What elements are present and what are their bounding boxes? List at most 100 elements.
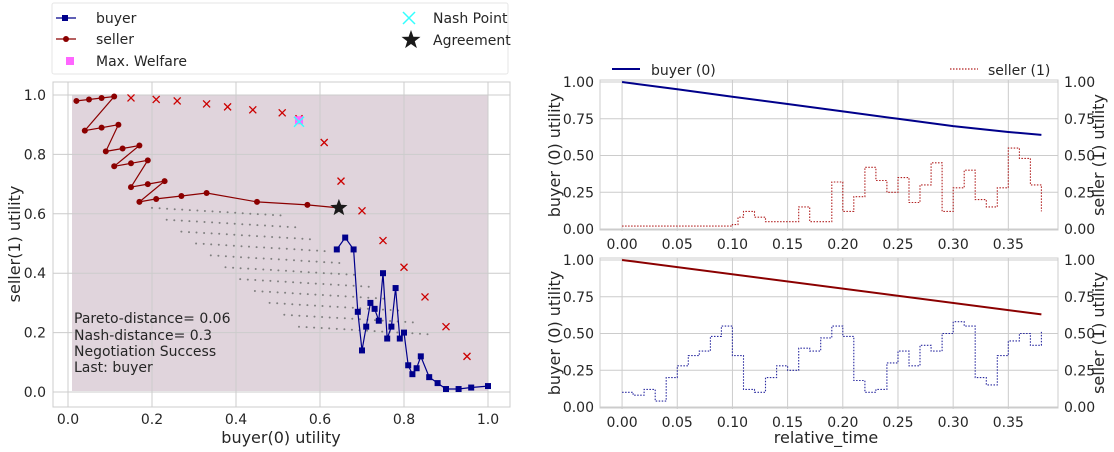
pareto-point bbox=[320, 138, 329, 147]
buyer-offer-point bbox=[363, 323, 370, 330]
outcome-x-ticks: 0.0 0.2 0.4 0.6 0.8 1.0 bbox=[57, 412, 499, 428]
outcome-dot bbox=[321, 316, 324, 318]
outcome-y-tick: 0.0 bbox=[24, 385, 46, 401]
outcome-dot bbox=[291, 303, 294, 306]
outcome-dot bbox=[277, 269, 280, 272]
outcome-x-tick: 0.2 bbox=[141, 412, 163, 428]
outcome-dot bbox=[211, 221, 214, 224]
legend-nash-marker bbox=[402, 11, 416, 25]
p2-series-0 bbox=[621, 81, 1042, 136]
outcome-dot bbox=[188, 231, 190, 234]
seller-offer-point bbox=[203, 190, 210, 197]
outcome-dot bbox=[224, 255, 227, 258]
outcome-x-tick: 0.0 bbox=[57, 412, 79, 428]
negotiation-status-label: Negotiation Success bbox=[74, 344, 216, 360]
outcome-dot bbox=[300, 248, 303, 251]
outcome-dot bbox=[262, 257, 265, 260]
p3-y-tick-left: 0.25 bbox=[563, 363, 594, 379]
outcome-dot bbox=[255, 257, 258, 260]
outcome-dot bbox=[210, 232, 213, 235]
outcome-space-panel: 0.0 0.2 0.4 0.6 0.8 1.0 0.0 0.2 0.4 0.6 0.8 1.0 bu… bbox=[5, 81, 511, 447]
outcome-x-tick: 0.6 bbox=[309, 412, 331, 428]
seller-offer-point bbox=[161, 178, 168, 185]
outcome-dot bbox=[337, 294, 340, 297]
p3-series-1 bbox=[622, 321, 1042, 402]
buyer-offer-point bbox=[455, 386, 462, 393]
outcome-dot bbox=[358, 318, 361, 321]
outcome-dot bbox=[419, 332, 421, 335]
outcome-dot bbox=[313, 326, 316, 329]
outcome-dot bbox=[308, 260, 311, 263]
outcome-dot bbox=[315, 271, 318, 274]
seller-offers-time-panel: 0.00 0.25 0.50 0.75 1.00 0.00 0.25 0.50 0.75 1.0… bbox=[545, 63, 1108, 253]
outcome-dot bbox=[350, 328, 353, 331]
p3-x-tick: 0.35 bbox=[993, 415, 1024, 431]
buyer-offers-time-panel: 0.00 0.25 0.50 0.75 1.00 0.00 0.25 0.50 0.75 1.0… bbox=[545, 253, 1108, 448]
outcome-dot bbox=[158, 207, 161, 210]
outcome-dot bbox=[151, 206, 153, 209]
top-grid bbox=[600, 80, 1058, 231]
outcome-dot bbox=[173, 208, 176, 211]
p3-x-tick: 0.30 bbox=[938, 415, 969, 431]
outcome-dot bbox=[284, 280, 287, 283]
outcome-dot bbox=[336, 316, 339, 319]
bottom-x-axis-label: relative_time bbox=[774, 428, 879, 448]
outcome-dot bbox=[322, 283, 325, 285]
outcome-legend: buyer seller Max. Welfare Nash Point Agr… bbox=[51, 2, 511, 75]
p3-x-tick: 0.00 bbox=[606, 415, 637, 431]
outcome-dot bbox=[366, 307, 369, 310]
seller-offer-point bbox=[111, 93, 118, 100]
pareto-point bbox=[278, 108, 287, 117]
legend-welfare-marker bbox=[66, 57, 74, 65]
outcome-dot bbox=[261, 290, 264, 293]
outcome-dot bbox=[210, 243, 213, 246]
outcome-dot bbox=[352, 295, 355, 298]
outcome-dot bbox=[173, 219, 176, 222]
outcome-y-tick: 0.4 bbox=[24, 266, 46, 282]
top-y-axis-label-left: buyer (0) utility bbox=[545, 93, 564, 218]
outcome-dot bbox=[374, 297, 377, 300]
outcome-dot bbox=[263, 246, 266, 249]
outcome-y-tick: 1.0 bbox=[24, 88, 46, 104]
buyer-offer-point bbox=[443, 386, 449, 393]
outcome-dot bbox=[290, 314, 293, 317]
outcome-dot bbox=[283, 313, 286, 316]
outcome-dot bbox=[360, 285, 363, 288]
seller-offer-point bbox=[128, 184, 134, 191]
outcome-dot bbox=[285, 247, 288, 250]
outcome-dot bbox=[279, 214, 282, 217]
p2-x-tick: 0.35 bbox=[993, 237, 1024, 253]
outcome-dot bbox=[255, 246, 258, 249]
outcome-dot bbox=[306, 315, 308, 318]
outcome-dot bbox=[232, 255, 235, 258]
top-series bbox=[621, 81, 1042, 227]
outcome-dot bbox=[314, 293, 317, 296]
outcome-dot bbox=[218, 232, 221, 235]
pareto-distance-label: Pareto-distance= 0.06 bbox=[74, 311, 231, 327]
outcome-dot bbox=[209, 254, 212, 257]
p3-y-tick-left: 0.50 bbox=[563, 327, 594, 343]
seller-offer-point bbox=[153, 195, 160, 202]
outcome-dot bbox=[345, 284, 347, 287]
outcome-dot bbox=[299, 281, 302, 284]
outcome-dot bbox=[219, 210, 221, 213]
legend-box bbox=[51, 2, 509, 75]
pareto-point bbox=[358, 206, 366, 215]
bottom-x-ticks: 0.00 0.05 0.10 0.15 0.20 0.25 0.30 0.35 bbox=[606, 415, 1023, 431]
p2-series-1 bbox=[622, 147, 1042, 227]
outcome-dot bbox=[225, 244, 228, 247]
outcome-dot bbox=[329, 294, 332, 297]
legend-seller-1-label: seller (1) bbox=[988, 63, 1050, 79]
outcome-dot bbox=[217, 243, 220, 246]
p3-y-tick-left: 1.00 bbox=[563, 253, 594, 269]
buyer-offer-point bbox=[426, 374, 433, 381]
p2-y-tick-right: 0.50 bbox=[1064, 149, 1095, 165]
outcome-dot bbox=[366, 329, 368, 332]
outcome-dot bbox=[239, 267, 242, 270]
bottom-y-ticks-left: 0.00 0.25 0.50 0.75 1.00 bbox=[563, 253, 594, 416]
outcome-y-tick: 0.8 bbox=[24, 147, 46, 163]
outcome-dot bbox=[293, 237, 296, 240]
outcome-dot bbox=[345, 273, 348, 276]
seller-offer-point bbox=[73, 97, 80, 104]
p3-y-tick-right: 0.00 bbox=[1064, 400, 1095, 416]
